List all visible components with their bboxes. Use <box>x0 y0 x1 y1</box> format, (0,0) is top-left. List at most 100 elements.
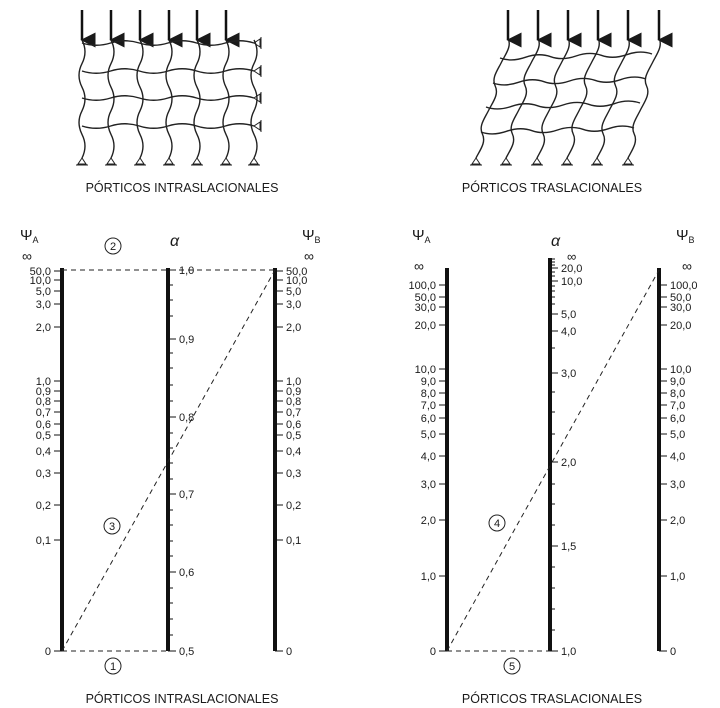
tick-label: 0,9 <box>286 386 301 398</box>
frame-beam <box>81 95 255 101</box>
tick-label: 30,0 <box>415 302 436 314</box>
tick-label: 0,6 <box>36 419 51 431</box>
lateral-support-icon <box>253 66 261 76</box>
tick-label: 0,6 <box>286 419 301 431</box>
sway-frame-caption: PÓRTICOS TRASLACIONALES <box>462 180 642 195</box>
tick-label: 5,0 <box>561 309 576 321</box>
lateral-support-icon <box>253 38 261 48</box>
braced-nomogram: ΨA α ΨB ∞ ∞ 50,010,05,03,02,01,00,90,80,… <box>20 227 321 706</box>
pin-support-icon <box>532 157 542 165</box>
frame-beam <box>499 51 653 61</box>
tick-label: 4,0 <box>670 451 685 463</box>
psi-a-label: ΨA <box>412 227 431 245</box>
psi-b-ticks: 50,010,05,03,0 2,0 1,00,90,80,70,60,5 0,4 0,… <box>275 266 307 658</box>
tick-label: 8,0 <box>670 388 685 400</box>
frame-beam <box>81 68 255 74</box>
marker-4: 4 <box>488 514 506 532</box>
frame-column <box>107 39 115 159</box>
frame-column <box>566 37 600 159</box>
tick-label: 3,0 <box>421 479 436 491</box>
tick-label: 3,0 <box>36 299 51 311</box>
tick-label: 3,0 <box>561 368 576 380</box>
psi-b-label: ΨB <box>676 227 695 245</box>
tick-label: 3,0 <box>670 479 685 491</box>
lateral-support-icon <box>253 121 261 131</box>
tick-label: 8,0 <box>421 388 436 400</box>
tick-label: 2,0 <box>36 322 51 334</box>
tick-label: 6,0 <box>421 413 436 425</box>
pin-support-icon <box>221 157 231 165</box>
tick-label: 6,0 <box>670 413 685 425</box>
tick-label: 0,7 <box>36 407 51 419</box>
psi-a-ticks: 100,050,030,0 20,0 10,09,08,07,06,0 5,0 4,0 3… <box>408 280 447 658</box>
svg-text:4: 4 <box>494 518 500 530</box>
psi-a-ticks: 50,010,05,03,0 2,0 1,00,90,80,70,60,5 0,4 0,… <box>30 266 62 658</box>
frame-beam <box>81 123 255 129</box>
tick-label: 0,7 <box>286 407 301 419</box>
tick-label: 20,0 <box>670 320 691 332</box>
tick-label: 10,0 <box>30 275 51 287</box>
tick-label: 9,0 <box>670 376 685 388</box>
tick-label: 2,0 <box>286 322 301 334</box>
tick-label: 0,8 <box>36 396 51 408</box>
psi-a-label: ΨA <box>20 227 39 245</box>
tick-label: 100,0 <box>408 280 436 292</box>
svg-text:3: 3 <box>109 521 115 533</box>
tick-label: 10,0 <box>286 275 307 287</box>
tick-label: 1,0 <box>421 571 436 583</box>
tick-label: 5,0 <box>670 429 685 441</box>
tick-label: 1,0 <box>179 265 194 277</box>
tick-label: 0,2 <box>286 500 301 512</box>
frame-beam <box>480 125 635 135</box>
tick-label: 0,1 <box>36 535 51 547</box>
pin-support-icon <box>501 157 511 165</box>
tick-label: 0,9 <box>36 386 51 398</box>
braced-frame-caption: PÓRTICOS INTRASLACIONALES <box>86 180 279 195</box>
psi-a-infinity: ∞ <box>22 248 32 264</box>
tick-label: 0,4 <box>286 446 301 458</box>
psi-b-infinity: ∞ <box>304 248 314 264</box>
svg-text:1: 1 <box>110 661 116 673</box>
tick-label: 1,0 <box>286 376 301 388</box>
marker-5: 5 <box>503 657 521 675</box>
tick-label: 9,0 <box>421 376 436 388</box>
tick-label: 0,9 <box>179 334 194 346</box>
tick-label: 1,0 <box>670 571 685 583</box>
tick-label: 1,5 <box>561 541 576 553</box>
tick-label: 10,0 <box>415 364 436 376</box>
marker-2: 2 <box>104 237 122 255</box>
tick-label: 20,0 <box>415 320 436 332</box>
braced-nomogram-caption: PÓRTICOS INTRASLACIONALES <box>86 691 279 706</box>
tick-label: 100,0 <box>670 280 698 292</box>
frame-column <box>222 39 230 159</box>
frame-beam <box>81 40 255 46</box>
sway-nomogram: ΨA α ΨB ∞ ∞ ∞ 100,050,030,020,010,09,08,… <box>408 227 697 706</box>
tick-label: 0,3 <box>286 468 301 480</box>
tick-label: 50,0 <box>30 266 51 278</box>
psi-b-label: ΨB <box>302 227 321 245</box>
pin-support-icon <box>471 157 481 165</box>
tick-label: 4,0 <box>421 451 436 463</box>
frame-beam <box>492 76 647 86</box>
frame-column <box>505 37 540 159</box>
tick-label: 2,0 <box>561 457 576 469</box>
frame-column <box>250 39 258 159</box>
frame-beam <box>485 100 641 110</box>
pin-support-icon <box>164 157 174 165</box>
tick-label: 0 <box>45 646 51 658</box>
pin-support-icon <box>77 157 87 165</box>
pin-support-icon <box>562 157 572 165</box>
tick-label: 2,0 <box>421 515 436 527</box>
tick-label: 5,0 <box>421 429 436 441</box>
tick-label: 10,0 <box>561 276 582 288</box>
tick-label: 50,0 <box>415 292 436 304</box>
tick-label: 2,0 <box>670 515 685 527</box>
tick-label: 0,8 <box>286 396 301 408</box>
alpha-ticks: 1,0 0,9 0,8 0,7 0,6 0,5 <box>168 265 194 658</box>
tick-label: 0,7 <box>179 489 194 501</box>
tick-label: 0 <box>430 646 436 658</box>
tick-label: 10,0 <box>670 364 691 376</box>
pin-support-icon <box>135 157 145 165</box>
alpha-infinity: ∞ <box>567 249 576 264</box>
